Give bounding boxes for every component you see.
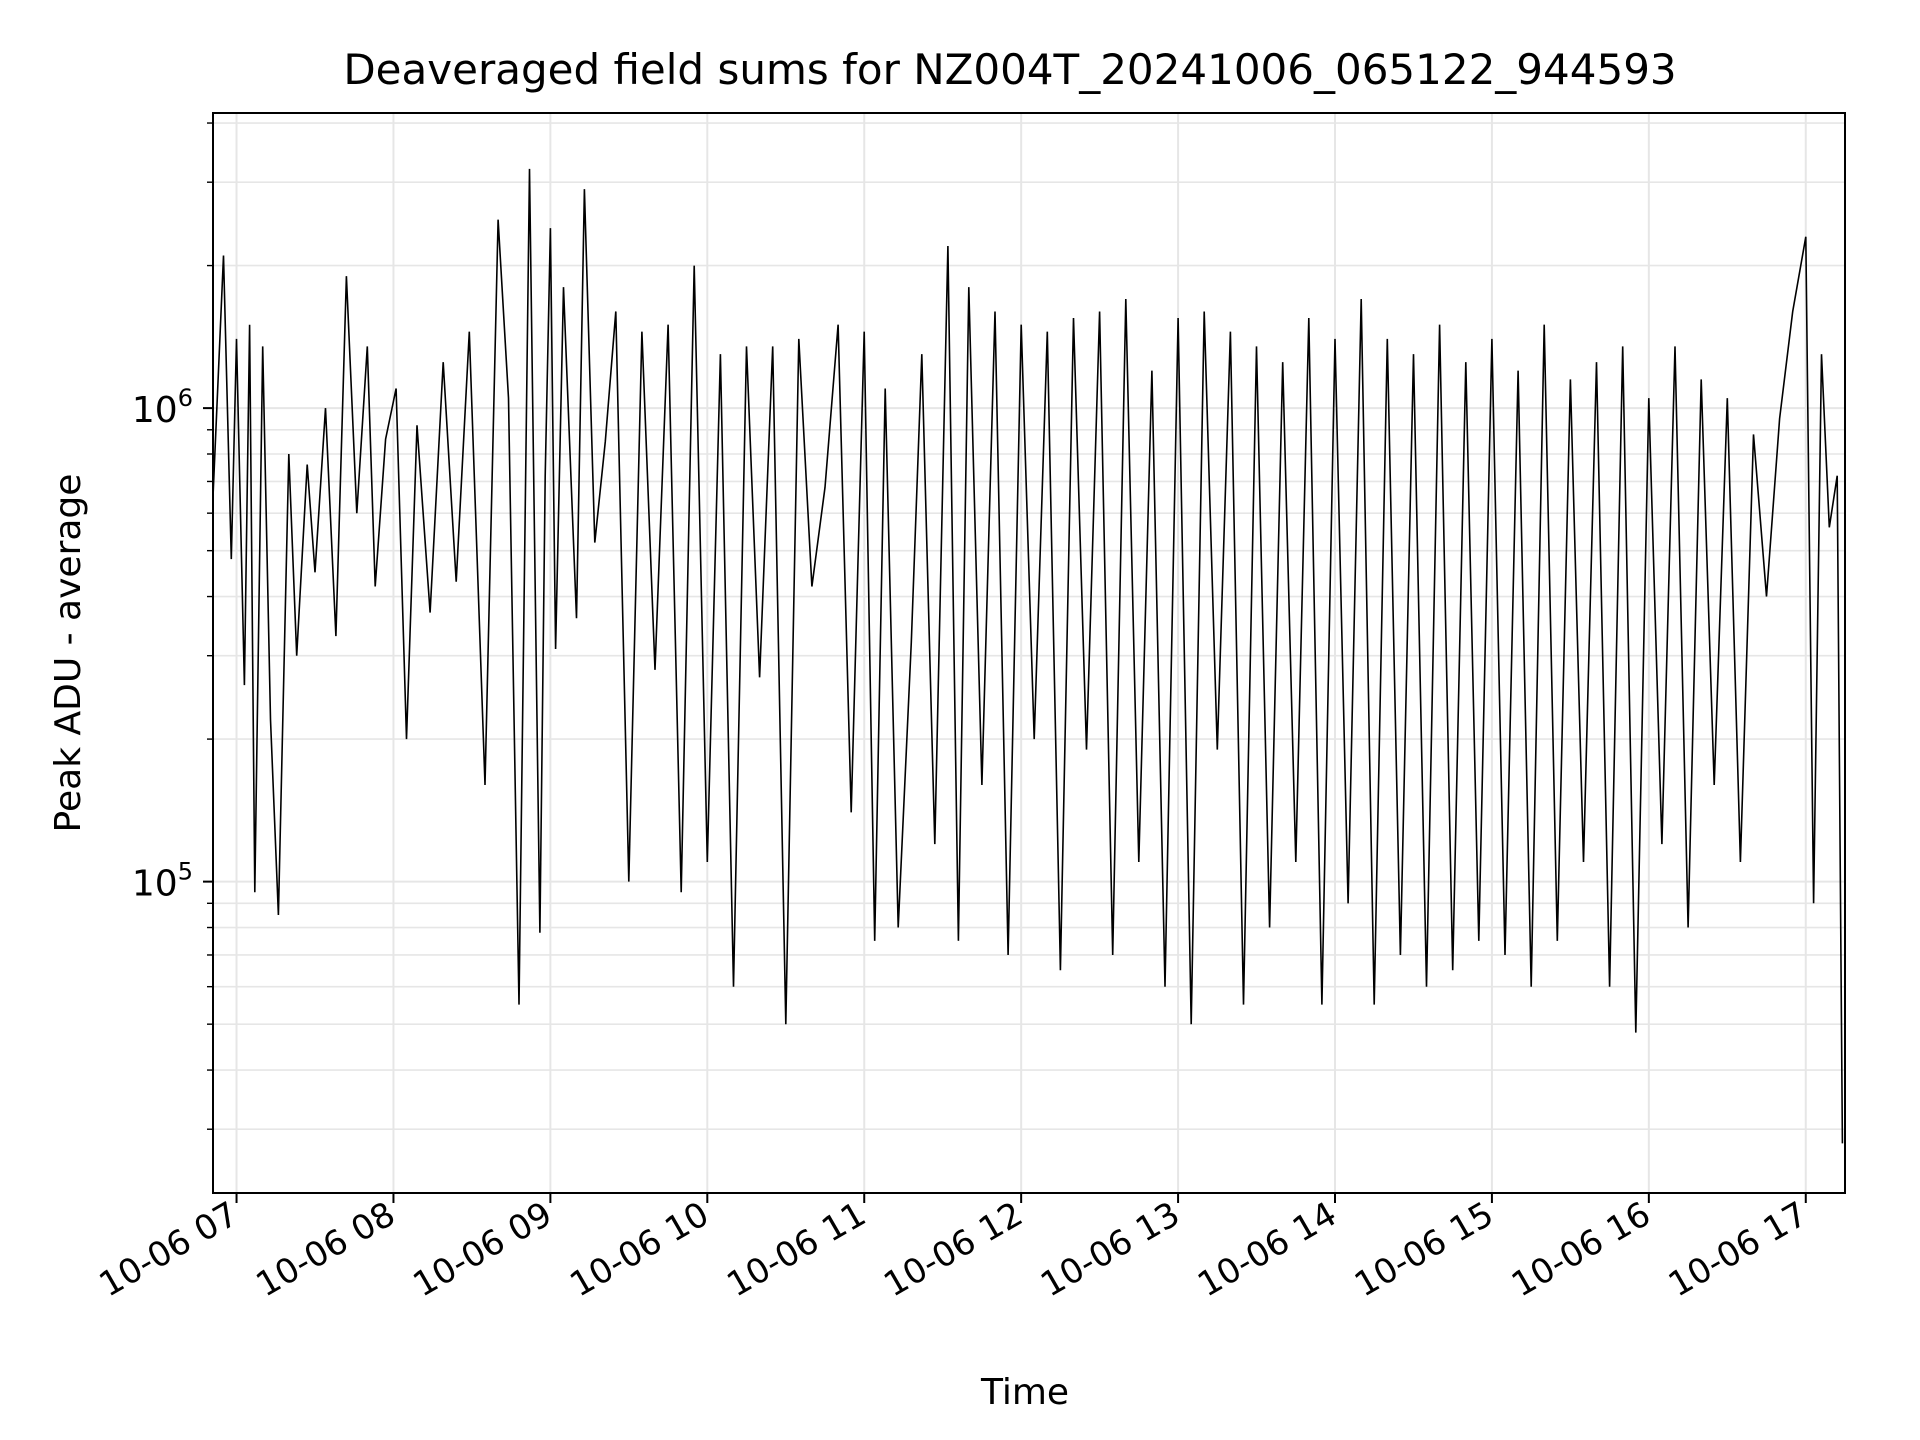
plot-frame	[212, 112, 1846, 1194]
series-layer	[212, 168, 1844, 1144]
series-line	[212, 168, 1844, 1144]
y-axis-label: Peak ADU - average	[48, 474, 89, 833]
chart-title: Deaveraged field sums for NZ004T_2024100…	[343, 45, 1676, 94]
y-tick-label: 105	[132, 858, 193, 905]
y-tick-label: 106	[132, 384, 193, 431]
x-axis-label: Time	[980, 1372, 1069, 1413]
